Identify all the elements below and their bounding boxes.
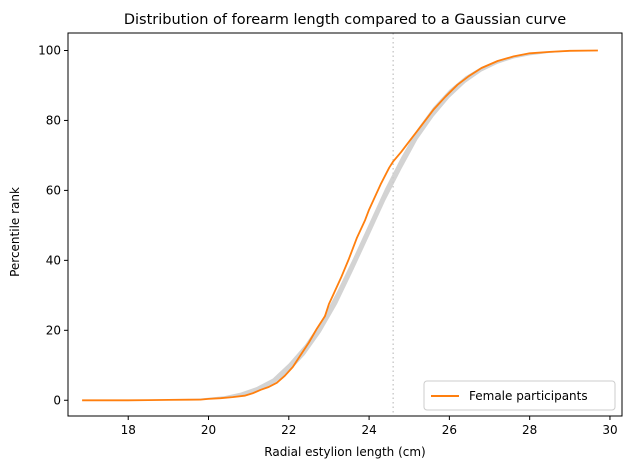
plot-frame bbox=[67, 32, 623, 417]
series-line-0 bbox=[82, 49, 598, 402]
legend-label: Female participants bbox=[469, 389, 588, 403]
y-tick-label: 60 bbox=[46, 183, 61, 197]
y-axis-label: Percentile rank bbox=[8, 187, 22, 277]
y-tick-label: 20 bbox=[46, 323, 61, 337]
series-layer bbox=[82, 49, 598, 402]
x-tick-label: 24 bbox=[361, 423, 376, 437]
x-axis-label: Radial estylion length (cm) bbox=[264, 445, 425, 459]
x-tick-label: 30 bbox=[602, 423, 617, 437]
x-tick-label: 26 bbox=[442, 423, 457, 437]
x-tick-label: 18 bbox=[121, 423, 136, 437]
y-tick-label: 80 bbox=[46, 113, 61, 127]
x-tick-label: 28 bbox=[522, 423, 537, 437]
x-tick-label: 22 bbox=[281, 423, 296, 437]
gaussian-band-layer bbox=[82, 50, 598, 401]
legend-box bbox=[423, 380, 616, 411]
y-tick-label: 100 bbox=[38, 43, 61, 57]
x-axis: 18 20 22 24 26 28 30 bbox=[121, 416, 618, 437]
y-axis: 0 20 40 60 80 100 bbox=[38, 43, 68, 407]
legend: Female participants bbox=[423, 380, 616, 411]
gaussian-band bbox=[82, 50, 598, 401]
plot-area bbox=[82, 33, 598, 416]
y-tick-label: 40 bbox=[46, 253, 61, 267]
y-tick-label: 0 bbox=[53, 393, 61, 407]
chart-title: Distribution of forearm length compared … bbox=[124, 12, 566, 28]
x-tick-label: 20 bbox=[201, 423, 216, 437]
